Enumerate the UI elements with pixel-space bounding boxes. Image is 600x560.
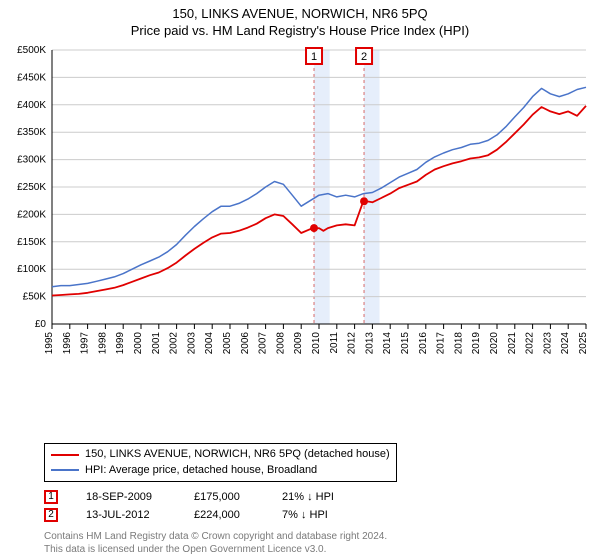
svg-text:£450K: £450K — [17, 72, 46, 83]
svg-text:£0: £0 — [35, 319, 47, 330]
svg-text:2013: 2013 — [364, 332, 375, 355]
svg-text:2010: 2010 — [311, 332, 322, 355]
svg-text:2003: 2003 — [186, 332, 197, 355]
svg-text:£250K: £250K — [17, 182, 46, 193]
transaction-price: £224,000 — [194, 509, 254, 521]
legend-row: HPI: Average price, detached house, Broa… — [51, 463, 390, 478]
transaction-price: £175,000 — [194, 491, 254, 503]
legend-swatch — [51, 469, 79, 471]
svg-text:£300K: £300K — [17, 155, 46, 166]
svg-text:2006: 2006 — [240, 332, 251, 355]
legend-swatch — [51, 454, 79, 456]
page-title: 150, LINKS AVENUE, NORWICH, NR6 5PQ — [8, 6, 592, 21]
svg-text:2015: 2015 — [400, 332, 411, 355]
svg-text:2016: 2016 — [418, 332, 429, 355]
svg-text:2023: 2023 — [542, 332, 553, 355]
legend-row: 150, LINKS AVENUE, NORWICH, NR6 5PQ (det… — [51, 447, 390, 462]
transaction-date: 18-SEP-2009 — [86, 491, 166, 503]
svg-text:£400K: £400K — [17, 100, 46, 111]
svg-text:2020: 2020 — [489, 332, 500, 355]
svg-text:2019: 2019 — [471, 332, 482, 355]
svg-text:2001: 2001 — [151, 332, 162, 355]
svg-text:£150K: £150K — [17, 237, 46, 248]
svg-text:2022: 2022 — [525, 332, 536, 355]
transaction-delta: 21% ↓ HPI — [282, 491, 362, 503]
svg-text:2008: 2008 — [275, 332, 286, 355]
transaction-table: 1 18-SEP-2009 £175,000 21% ↓ HPI 2 13-JUL-201… — [44, 490, 592, 526]
transaction-marker: 1 — [44, 490, 58, 504]
svg-text:2007: 2007 — [258, 332, 269, 355]
footer-attribution: Contains HM Land Registry data © Crown c… — [44, 530, 592, 556]
svg-text:£100K: £100K — [17, 264, 46, 275]
svg-text:1998: 1998 — [97, 332, 108, 355]
svg-text:2021: 2021 — [507, 332, 518, 355]
svg-text:2: 2 — [361, 51, 367, 63]
transaction-marker: 2 — [44, 508, 58, 522]
transaction-row: 1 18-SEP-2009 £175,000 21% ↓ HPI — [44, 490, 592, 504]
page-subtitle: Price paid vs. HM Land Registry's House … — [8, 23, 592, 38]
transaction-date: 13-JUL-2012 — [86, 509, 166, 521]
footer-line: This data is licensed under the Open Gov… — [44, 543, 592, 556]
svg-text:1996: 1996 — [62, 332, 73, 355]
svg-text:2002: 2002 — [169, 332, 180, 355]
svg-text:2000: 2000 — [133, 332, 144, 355]
svg-text:1999: 1999 — [115, 332, 126, 355]
transaction-row: 2 13-JUL-2012 £224,000 7% ↓ HPI — [44, 508, 592, 522]
svg-text:1995: 1995 — [44, 332, 55, 355]
svg-text:2011: 2011 — [329, 332, 340, 354]
svg-text:£200K: £200K — [17, 209, 46, 220]
legend: 150, LINKS AVENUE, NORWICH, NR6 5PQ (det… — [44, 443, 397, 482]
svg-text:2004: 2004 — [204, 332, 215, 355]
svg-text:2018: 2018 — [453, 332, 464, 355]
svg-text:1: 1 — [311, 51, 317, 63]
footer-line: Contains HM Land Registry data © Crown c… — [44, 530, 592, 543]
svg-text:2009: 2009 — [293, 332, 304, 355]
legend-label: 150, LINKS AVENUE, NORWICH, NR6 5PQ (det… — [85, 447, 390, 462]
svg-text:£500K: £500K — [17, 45, 46, 56]
transaction-delta: 7% ↓ HPI — [282, 509, 362, 521]
svg-text:2025: 2025 — [578, 332, 589, 355]
svg-text:2014: 2014 — [382, 332, 393, 355]
svg-text:2012: 2012 — [347, 332, 358, 355]
svg-text:£50K: £50K — [23, 292, 47, 303]
svg-text:2024: 2024 — [560, 332, 571, 355]
svg-text:2017: 2017 — [436, 332, 447, 355]
svg-text:£350K: £350K — [17, 127, 46, 138]
svg-text:2005: 2005 — [222, 332, 233, 355]
price-chart: £0 £50K £100K £150K £200K £250K £300K £350K £400… — [8, 44, 592, 437]
legend-label: HPI: Average price, detached house, Broa… — [85, 463, 317, 478]
svg-text:1997: 1997 — [80, 332, 91, 355]
